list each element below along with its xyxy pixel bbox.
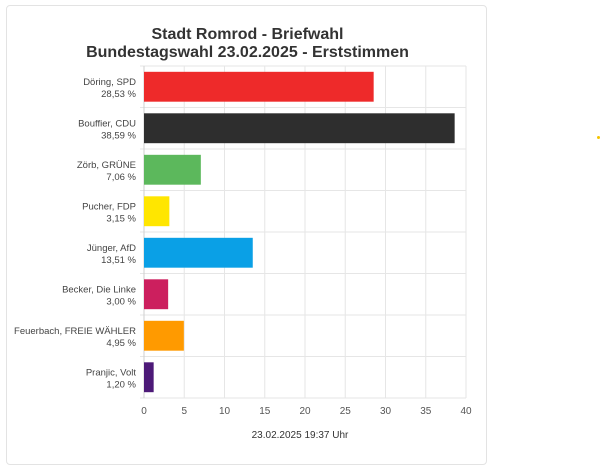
value-label: 3,00 % — [106, 296, 136, 307]
x-tick-label: 35 — [420, 406, 432, 417]
bar — [144, 196, 170, 227]
bar — [144, 320, 184, 351]
x-tick-label: 25 — [340, 406, 352, 417]
x-tick-label: 40 — [460, 406, 472, 417]
value-label: 28,53 % — [101, 89, 136, 100]
category-label: Bouffier, CDU — [78, 118, 136, 129]
x-tick-label: 30 — [380, 406, 392, 417]
category-label: Pranjic, Volt — [86, 367, 137, 378]
bar — [144, 154, 201, 185]
category-label: Becker, Die Linke — [62, 284, 136, 295]
bar — [144, 279, 169, 310]
x-tick-label: 10 — [219, 406, 231, 417]
category-label: Döring, SPD — [83, 77, 136, 88]
x-tick-label: 20 — [299, 406, 311, 417]
bar — [144, 362, 154, 393]
x-tick-label: 15 — [259, 406, 271, 417]
chart-footer: 23.02.2025 19:37 Uhr — [0, 430, 600, 441]
bar — [144, 71, 374, 102]
timestamp: 23.02.2025 19:37 Uhr — [251, 430, 349, 441]
x-tick-label: 0 — [141, 406, 147, 417]
bar — [144, 237, 253, 268]
x-tick-label: 5 — [181, 406, 187, 417]
indicator-dot — [597, 136, 600, 139]
value-label: 13,51 % — [101, 255, 136, 266]
category-label: Jünger, AfD — [87, 243, 136, 254]
category-label: Pucher, FDP — [82, 201, 136, 212]
value-label: 3,15 % — [106, 213, 136, 224]
value-label: 38,59 % — [101, 130, 136, 141]
value-label: 7,06 % — [106, 172, 136, 183]
category-label: Zörb, GRÜNE — [77, 160, 136, 171]
value-label: 1,20 % — [106, 379, 136, 390]
value-label: 4,95 % — [106, 338, 136, 349]
bar — [144, 113, 455, 144]
category-label: Feuerbach, FREIE WÄHLER — [14, 326, 136, 337]
chart-subtitle: Bundestagswahl 23.02.2025 - Erststimmen — [86, 44, 409, 61]
chart-title: Stadt Romrod - Briefwahl — [151, 26, 344, 43]
